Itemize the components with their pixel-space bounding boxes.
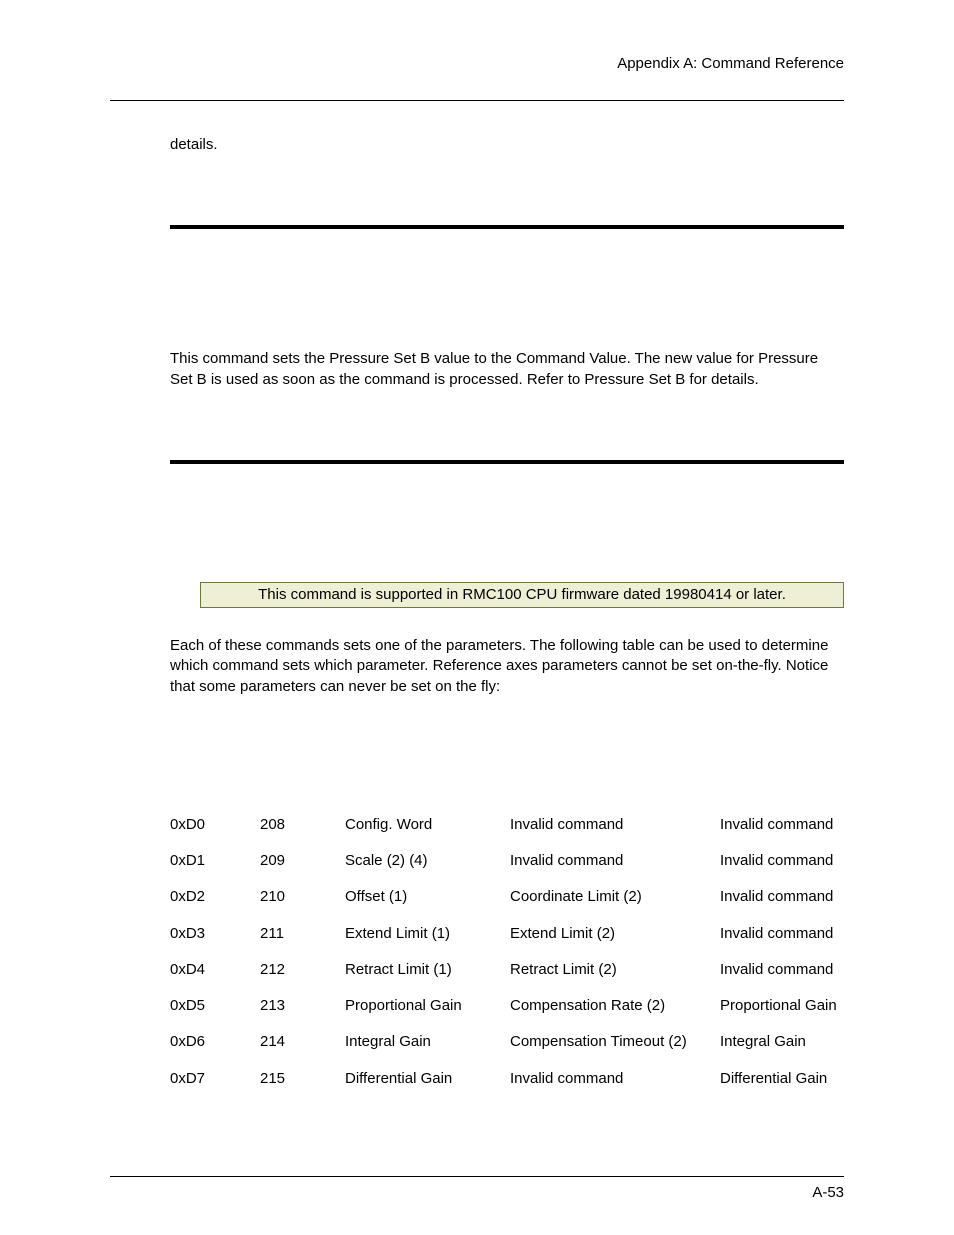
- page-number: A-53: [812, 1184, 844, 1201]
- table-body: 0xD0 208 Config. Word Invalid command In…: [170, 807, 844, 1097]
- cell-param1: Config. Word: [345, 807, 510, 843]
- cell-param1: Retract Limit (1): [345, 952, 510, 988]
- cell-param1: Extend Limit (1): [345, 916, 510, 952]
- table-row: 0xD5 213 Proportional Gain Compensation …: [170, 988, 844, 1024]
- cell-hex: 0xD3: [170, 916, 260, 952]
- header-rule: [110, 100, 844, 101]
- cell-param2: Invalid command: [510, 807, 720, 843]
- cell-param3: Integral Gain: [720, 1024, 844, 1060]
- cell-param3: Invalid command: [720, 879, 844, 915]
- cell-dec: 215: [260, 1061, 345, 1097]
- body-area: This command sets the Pressure Set B val…: [110, 349, 844, 390]
- cell-param3: Differential Gain: [720, 1061, 844, 1097]
- footer-rule: [110, 1176, 844, 1177]
- cell-param2: Retract Limit (2): [510, 952, 720, 988]
- cell-param1: Proportional Gain: [345, 988, 510, 1024]
- cell-param3: Invalid command: [720, 952, 844, 988]
- cell-dec: 210: [260, 879, 345, 915]
- cell-dec: 209: [260, 843, 345, 879]
- cell-hex: 0xD4: [170, 952, 260, 988]
- table-row: 0xD3 211 Extend Limit (1) Extend Limit (…: [170, 916, 844, 952]
- body-area: details.: [110, 135, 844, 155]
- cell-param3: Invalid command: [720, 843, 844, 879]
- cell-dec: 208: [260, 807, 345, 843]
- cell-dec: 213: [260, 988, 345, 1024]
- cell-param1: Integral Gain: [345, 1024, 510, 1060]
- table-row: 0xD7 215 Differential Gain Invalid comma…: [170, 1061, 844, 1097]
- page: Appendix A: Command Reference details. T…: [0, 0, 954, 1235]
- header-title: Appendix A: Command Reference: [110, 55, 844, 72]
- table-row: 0xD1 209 Scale (2) (4) Invalid command I…: [170, 843, 844, 879]
- cell-dec: 214: [260, 1024, 345, 1060]
- table-row: 0xD0 208 Config. Word Invalid command In…: [170, 807, 844, 843]
- paragraph-table-intro: Each of these commands sets one of the p…: [170, 636, 844, 697]
- cell-param2: Invalid command: [510, 843, 720, 879]
- cell-param3: Proportional Gain: [720, 988, 844, 1024]
- cell-dec: 212: [260, 952, 345, 988]
- section-gap: [110, 229, 844, 349]
- paragraph-pressure-set-b: This command sets the Pressure Set B val…: [170, 349, 844, 390]
- cell-param3: Invalid command: [720, 807, 844, 843]
- table-row: 0xD2 210 Offset (1) Coordinate Limit (2)…: [170, 879, 844, 915]
- cell-param2: Compensation Timeout (2): [510, 1024, 720, 1060]
- cell-hex: 0xD0: [170, 807, 260, 843]
- cell-hex: 0xD6: [170, 1024, 260, 1060]
- cell-param2: Extend Limit (2): [510, 916, 720, 952]
- firmware-note-box: This command is supported in RMC100 CPU …: [200, 582, 844, 608]
- cell-hex: 0xD1: [170, 843, 260, 879]
- table-row: 0xD6 214 Integral Gain Compensation Time…: [170, 1024, 844, 1060]
- cell-hex: 0xD2: [170, 879, 260, 915]
- cell-param1: Differential Gain: [345, 1061, 510, 1097]
- table-row: 0xD4 212 Retract Limit (1) Retract Limit…: [170, 952, 844, 988]
- cell-param1: Scale (2) (4): [345, 843, 510, 879]
- cell-param2: Compensation Rate (2): [510, 988, 720, 1024]
- cell-hex: 0xD5: [170, 988, 260, 1024]
- command-parameter-table: 0xD0 208 Config. Word Invalid command In…: [170, 807, 844, 1097]
- cell-hex: 0xD7: [170, 1061, 260, 1097]
- cell-param1: Offset (1): [345, 879, 510, 915]
- section-gap: [110, 464, 844, 582]
- cell-dec: 211: [260, 916, 345, 952]
- cell-param3: Invalid command: [720, 916, 844, 952]
- paragraph-details-continuation: details.: [170, 135, 844, 155]
- cell-param2: Coordinate Limit (2): [510, 879, 720, 915]
- cell-param2: Invalid command: [510, 1061, 720, 1097]
- body-area: This command is supported in RMC100 CPU …: [110, 582, 844, 1097]
